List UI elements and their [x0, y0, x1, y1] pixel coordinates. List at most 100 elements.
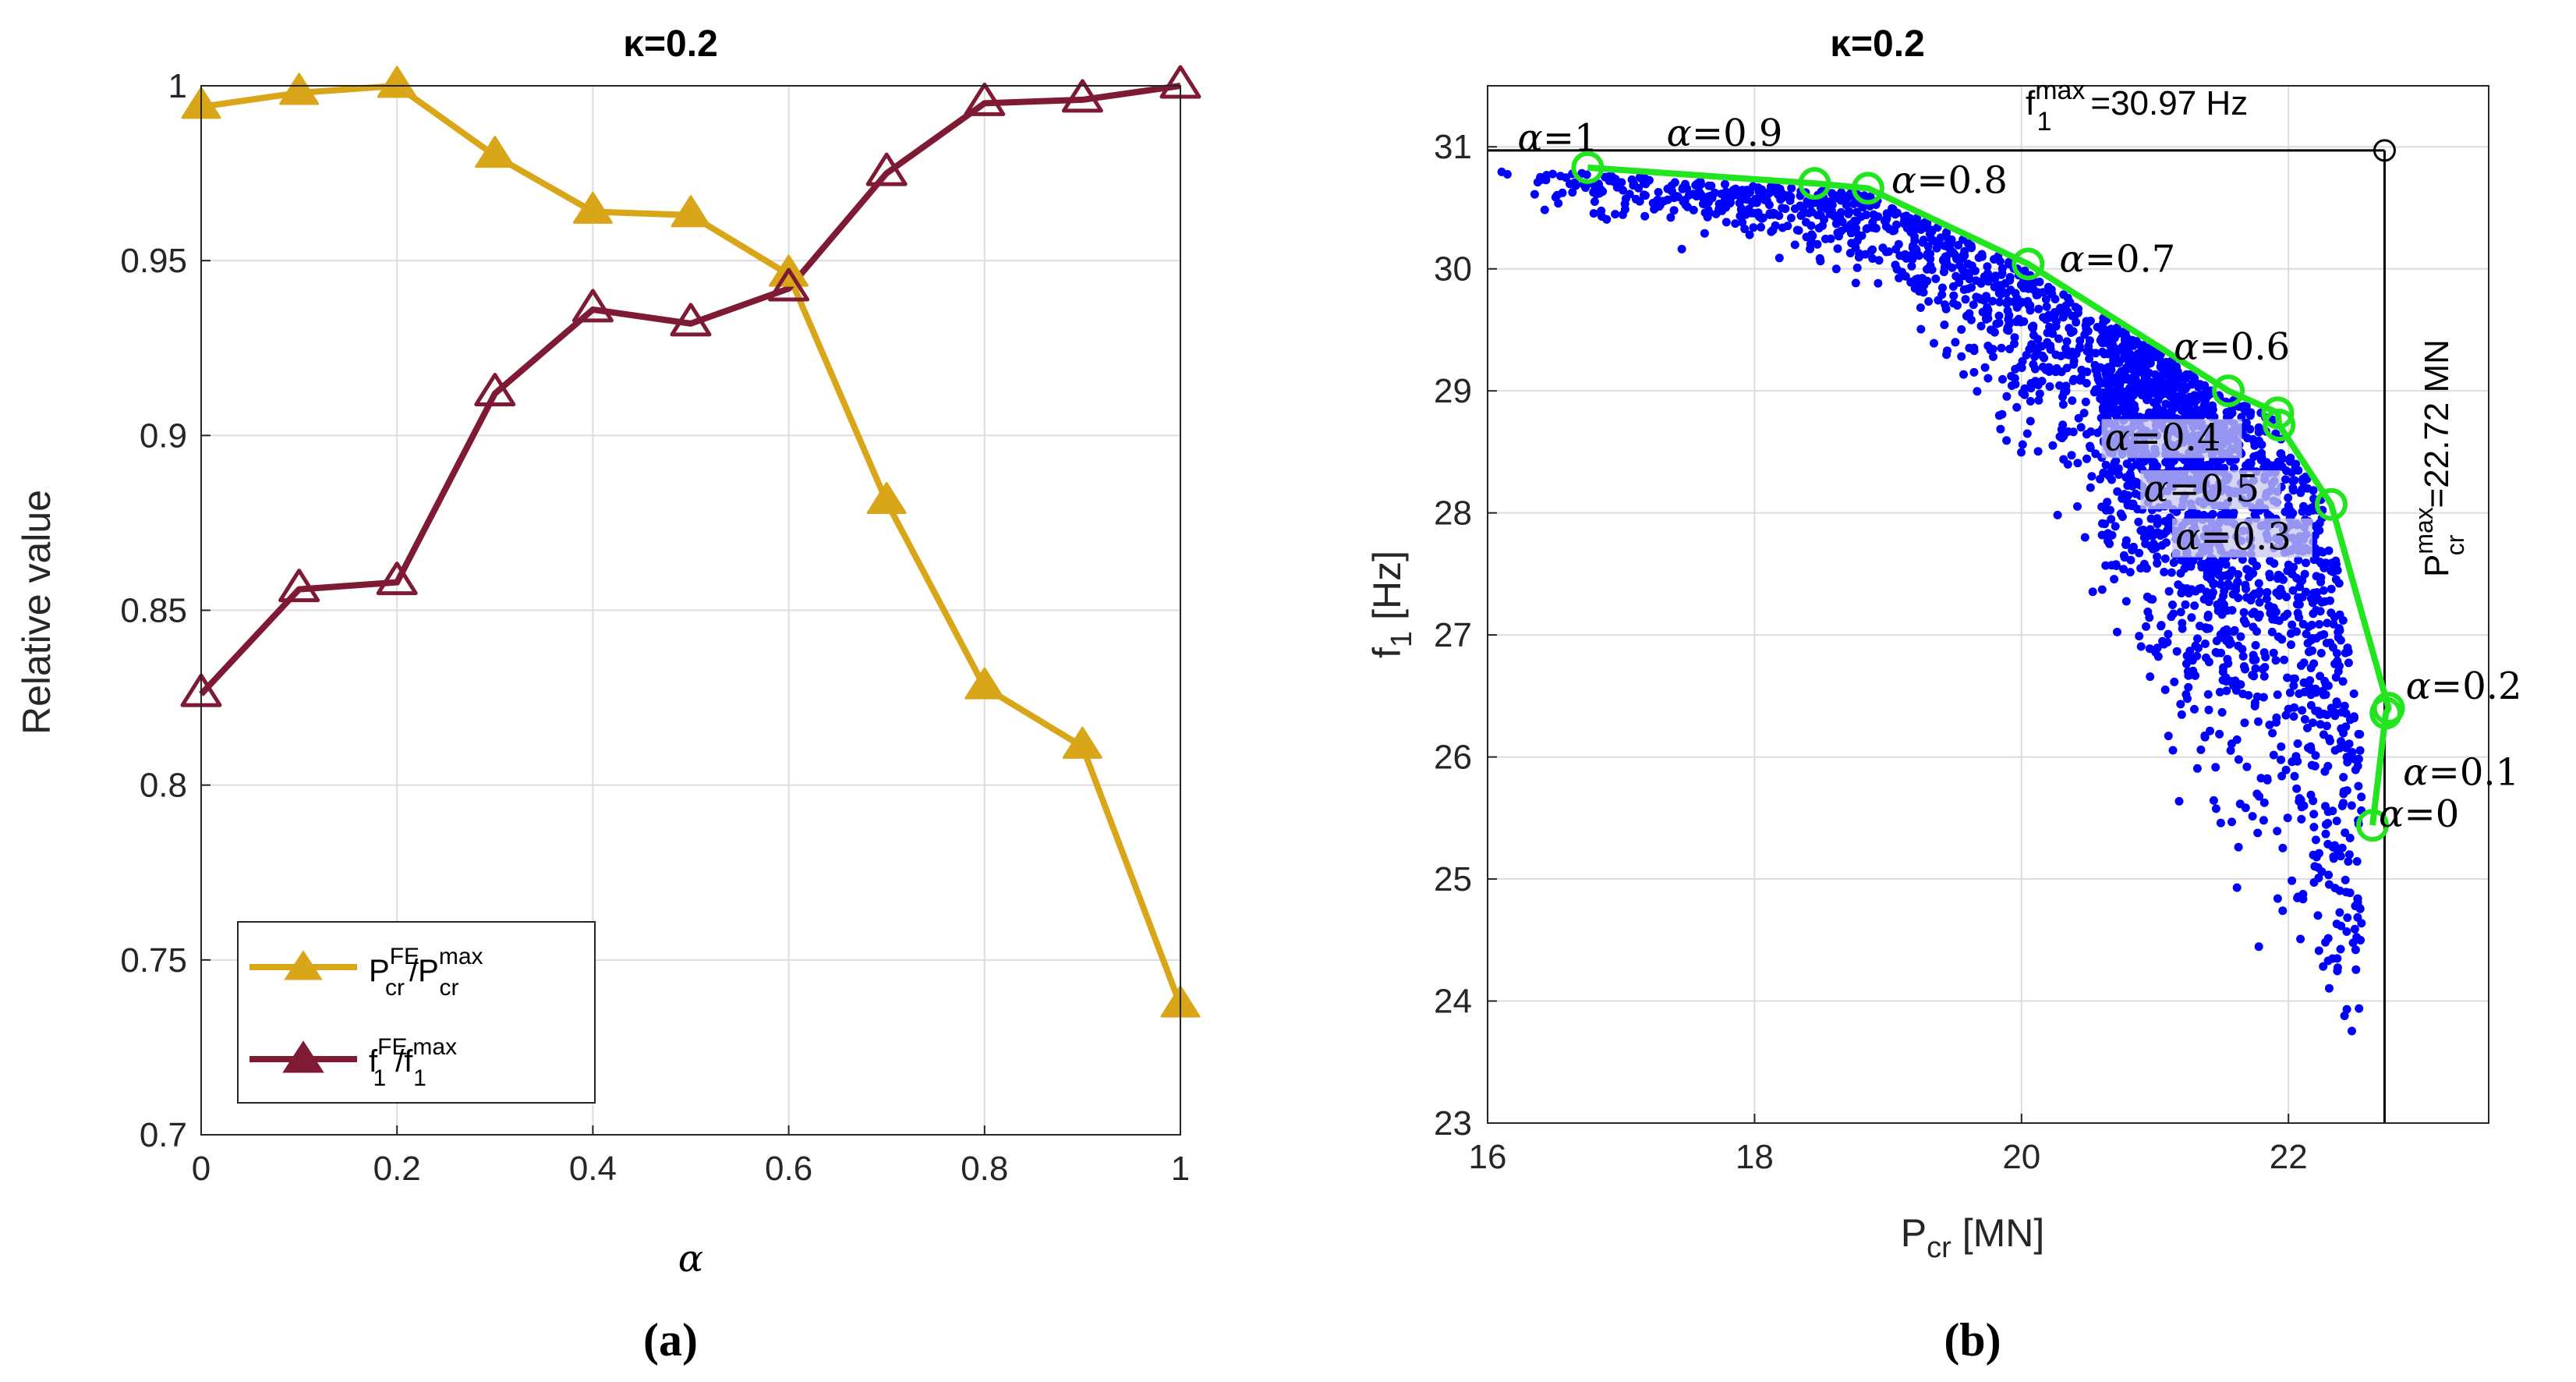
b-scatter-point [2273, 894, 2282, 903]
b-scatter-point [2312, 588, 2322, 597]
b-scatter-point [2086, 317, 2095, 325]
b-scatter-point [2263, 588, 2272, 597]
b-scatter-point [2353, 761, 2362, 771]
b-scatter-point [2123, 481, 2132, 491]
b-scatter-point [2327, 584, 2336, 594]
b-scatter-point [2343, 643, 2352, 653]
b-scatter-point [1729, 186, 1738, 195]
b-scatter-point [2311, 835, 2320, 845]
b-scatter-point [2142, 622, 2150, 631]
b-scatter-point [2005, 273, 2015, 282]
b-scatter-point [2110, 398, 2119, 407]
b-scatter-point [2111, 522, 2120, 531]
b-scatter-point [1845, 249, 1855, 257]
b-scatter-point [2209, 796, 2218, 805]
b-scatter-point [2197, 410, 2206, 420]
b-scatter-point [2281, 765, 2291, 774]
b-scatter-point [2145, 644, 2154, 654]
b-scatter-point [1916, 303, 1925, 312]
b-scatter-point [2334, 579, 2344, 588]
b-scatter-point [2252, 692, 2262, 701]
b-scatter-point [1988, 345, 1997, 354]
b-scatter-point [2327, 703, 2336, 713]
b-scatter-point [2168, 746, 2178, 755]
b-scatter-point [2340, 701, 2349, 710]
b-scatter-point [2017, 448, 2026, 457]
b-scatter-point [2158, 370, 2167, 380]
b-scatter-point [2287, 629, 2295, 638]
b-scatter-point [1994, 311, 2004, 321]
b-scatter-point [2160, 568, 2169, 576]
b-scatter-point [1852, 236, 1862, 246]
b-scatter-point [1924, 297, 1934, 306]
b-scatter-point [2204, 597, 2213, 607]
b-scatter-point [1752, 198, 1761, 207]
a-x-tick-label: 0.4 [569, 1150, 617, 1188]
b-scatter-point [1745, 230, 1754, 239]
b-scatter-point [2239, 662, 2249, 671]
b-scatter-point [1842, 194, 1852, 204]
b-scatter-point [2193, 509, 2203, 519]
b-scatter-point [2243, 434, 2252, 443]
b-scatter-point [1851, 278, 1860, 288]
a-y-tick-label: 0.8 [140, 767, 187, 805]
b-scatter-point [1589, 209, 1598, 218]
b-scatter-point [2344, 658, 2353, 668]
b-scatter-point [1905, 214, 1915, 223]
b-scatter-point [2073, 459, 2082, 468]
b-scatter-point [2338, 677, 2348, 686]
b-scatter-point [2172, 507, 2181, 516]
b-scatter-point [2222, 686, 2231, 696]
b-scatter-point [2026, 416, 2035, 426]
b-scatter-point [1980, 363, 1990, 372]
b-y-axis-label: f1[Hz] [1365, 551, 1418, 658]
b-scatter-point [2341, 828, 2350, 838]
b-fmax-label: fmax 1 =30.97 Hz [2026, 76, 2248, 136]
b-scatter-point [1786, 214, 1796, 222]
b-scatter-point [2018, 388, 2027, 398]
b-scatter-point [2242, 461, 2251, 470]
b-scatter-point [2104, 381, 2113, 391]
b-scatter-point [2232, 883, 2242, 892]
b-scatter-point [2128, 545, 2137, 555]
b-scatter-point [2245, 424, 2255, 434]
b-scatter-point [2290, 703, 2299, 712]
b-scatter-point [1958, 251, 1967, 260]
b-scatter-point [2121, 540, 2130, 549]
b-front-label-bg [2101, 419, 2242, 459]
b-scatter-point [2351, 965, 2361, 974]
b-scatter-point [2338, 616, 2348, 625]
b-scatter-point [1898, 268, 1906, 277]
b-scatter-point [2341, 875, 2350, 884]
b-scatter-point [1640, 191, 1650, 200]
b-scatter-point [2165, 462, 2174, 472]
b-scatter-point [2234, 842, 2243, 852]
b-scatter-point [1551, 193, 1560, 202]
b-scatter-point [2277, 771, 2287, 781]
b-scatter-point [2128, 382, 2136, 392]
b-scatter-point [2344, 857, 2353, 866]
b-reference-lines [1488, 139, 2396, 1123]
b-scatter-point [2035, 389, 2044, 399]
b-scatter-point [2298, 706, 2307, 715]
b-scatter-point [1966, 241, 1976, 250]
b-scatter-point [1983, 303, 1992, 312]
b-scatter-point [1951, 338, 1960, 347]
b-scatter-point [1677, 244, 1686, 253]
b-scatter-point [1953, 301, 1962, 310]
b-scatter-point [2082, 454, 2091, 463]
b-scatter-point [2007, 381, 2016, 390]
b-scatter-point [2176, 700, 2185, 709]
b-scatter-point [1957, 325, 1966, 334]
b-front-marker [2263, 408, 2296, 441]
b-scatter-point [2351, 945, 2360, 955]
b-scatter-point [2353, 898, 2362, 907]
b-scatter-point [1541, 175, 1551, 185]
b-scatter-point [1831, 264, 1841, 274]
b-scatter-point [2297, 661, 2305, 670]
b-scatter-point [1921, 218, 1930, 227]
b-scatter-point [2059, 455, 2068, 464]
b-scatter-point [1891, 245, 1901, 253]
b-scatter-point [2067, 451, 2076, 460]
b-scatter-point [2355, 730, 2365, 739]
